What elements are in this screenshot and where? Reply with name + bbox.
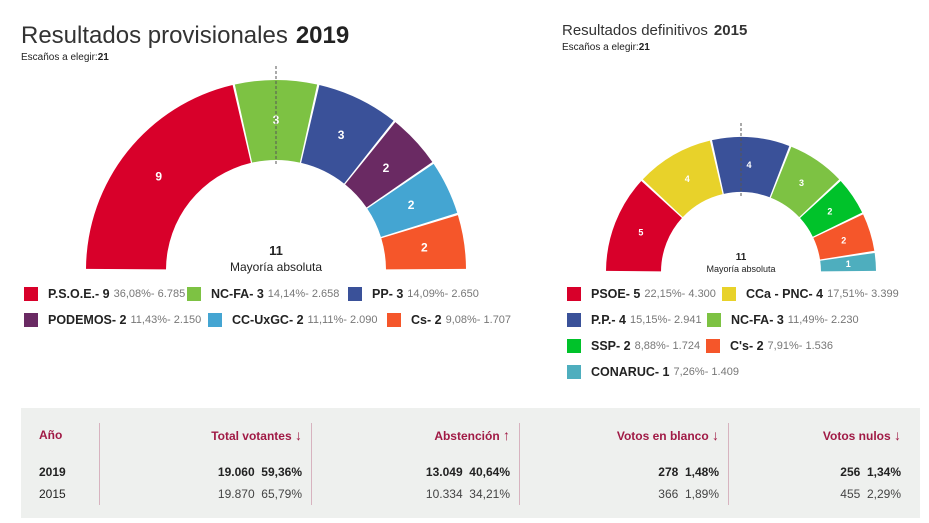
seat-label: 5 xyxy=(638,228,643,238)
cell: 19.870 65,79% xyxy=(217,487,302,501)
cell: 366 1,89% xyxy=(658,487,719,501)
left-title: Resultados provisionales 2019 xyxy=(21,22,350,49)
seat-label: 2 xyxy=(421,241,428,255)
legend-item: PP - 3 14,09%- 2.650 xyxy=(348,287,479,301)
seat-segment xyxy=(712,136,790,198)
col-abstención: Abstención ↑ 13.049 40,64% 10.334 34,21% xyxy=(312,423,520,505)
sort-arrow-icon: ↓ xyxy=(712,427,719,443)
seat-label: 3 xyxy=(799,178,804,188)
sort-arrow-icon: ↑ xyxy=(503,427,510,443)
sort-arrow-icon: ↓ xyxy=(894,427,901,443)
legend-value: 11,49%- 2.230 xyxy=(787,314,859,326)
seat-segment xyxy=(770,146,840,218)
seat-segment xyxy=(800,180,863,237)
seat-label: 4 xyxy=(685,174,690,184)
header-sort[interactable]: Votos nulos ↓ xyxy=(822,427,901,443)
seat-label: 2 xyxy=(841,235,846,245)
cell: 19.060 59,36% xyxy=(217,465,302,479)
col-total-votantes: Total votantes ↓ 19.060 59,36% 19.870 65… xyxy=(82,423,312,505)
legend-swatch xyxy=(722,287,736,301)
left-majority-number: 11 xyxy=(269,243,283,258)
legend-item: NC-FA - 3 14,14%- 2.658 xyxy=(187,287,339,301)
legend-swatch xyxy=(706,339,720,353)
seat-segment xyxy=(606,180,682,272)
seat-segment xyxy=(820,252,876,272)
seat-segment xyxy=(301,85,394,184)
legend-swatch xyxy=(348,287,362,301)
legend-value: 17,51%- 3.399 xyxy=(827,288,899,300)
legend-item: P.P. - 4 15,15%- 2.941 xyxy=(567,313,702,327)
right-majority-number: 11 xyxy=(735,252,747,263)
sort-arrow-icon: ↓ xyxy=(295,427,302,443)
header-sort[interactable]: Total votantes ↓ xyxy=(211,427,302,443)
legend-swatch xyxy=(187,287,201,301)
seat-label: 3 xyxy=(273,113,280,127)
participation-table: Año 2019 2015 Total votantes ↓ 19.060 59… xyxy=(21,408,920,518)
legend-item: CC-UxGC - 2 11,11%- 2.090 xyxy=(208,313,378,327)
right-seats: Escaños a elegir:21 xyxy=(562,42,650,53)
legend-swatch xyxy=(387,313,401,327)
legend-item: P.S.O.E. - 9 36,08%- 6.785 xyxy=(24,287,185,301)
seat-segment xyxy=(813,214,875,260)
legend-item: CONARUC - 1 7,26%- 1.409 xyxy=(567,365,739,379)
seat-label: 2 xyxy=(408,198,415,212)
cell: 2019 xyxy=(39,465,66,479)
legend-swatch xyxy=(707,313,721,327)
legend-swatch xyxy=(567,313,581,327)
legend-value: 14,14%- 2.658 xyxy=(267,288,340,300)
seat-segment xyxy=(86,85,251,270)
legend-value: 7,91%- 1.536 xyxy=(767,340,834,352)
legend-value: 22,15%- 4.300 xyxy=(644,288,716,300)
left-seats: Escaños a elegir:21 xyxy=(21,52,109,63)
legend-value: 11,11%- 2.090 xyxy=(307,314,378,326)
legend-item: C's - 2 7,91%- 1.536 xyxy=(706,339,833,353)
left-majority-label: Mayoría absoluta xyxy=(229,260,323,274)
col-votos-en-blanco: Votos en blanco ↓ 278 1,48% 366 1,89% xyxy=(519,423,729,505)
legend-value: 8,88%- 1.724 xyxy=(634,340,701,352)
header-year: Año xyxy=(39,428,63,442)
legend-item: Cs - 2 9,08%- 1.707 xyxy=(387,313,511,327)
seat-label: 2 xyxy=(383,161,390,175)
seat-segment xyxy=(642,140,723,218)
legend-item: PODEMOS - 2 11,43%- 2.150 xyxy=(24,313,201,327)
legend-swatch xyxy=(24,313,38,327)
legend-swatch xyxy=(567,287,581,301)
legend-value: 9,08%- 1.707 xyxy=(445,314,512,326)
legend-value: 36,08%- 6.785 xyxy=(113,288,186,300)
header-sort[interactable]: Votos en blanco ↓ xyxy=(616,427,719,443)
cell: 13.049 40,64% xyxy=(425,465,510,479)
legend-swatch xyxy=(24,287,38,301)
cell: 10.334 34,21% xyxy=(425,487,510,501)
seat-label: 2 xyxy=(827,206,832,216)
legend-item: CCa - PNC - 4 17,51%- 3.399 xyxy=(722,287,899,301)
cell: 455 2,29% xyxy=(840,487,901,501)
header-sort[interactable]: Abstención ↑ xyxy=(434,427,510,443)
right-title: Resultados definitivos 2015 xyxy=(562,22,748,39)
seat-segment xyxy=(367,163,458,237)
seat-label: 4 xyxy=(747,160,752,170)
col-year: Año 2019 2015 xyxy=(21,423,100,505)
legend-value: 14,09%- 2.650 xyxy=(407,288,479,300)
right-majority-label: Mayoría absoluta xyxy=(706,264,776,274)
legend-value: 15,15%- 2.941 xyxy=(630,314,702,326)
legend-item: NC-FA - 3 11,49%- 2.230 xyxy=(707,313,859,327)
legend-item: SSP - 2 8,88%- 1.724 xyxy=(567,339,700,353)
legend-swatch xyxy=(208,313,222,327)
legend-swatch xyxy=(567,365,581,379)
cell: 256 1,34% xyxy=(840,465,901,479)
legend-swatch xyxy=(567,339,581,353)
legend-item: PSOE - 5 22,15%- 4.300 xyxy=(567,287,716,301)
cell: 278 1,48% xyxy=(658,465,719,479)
seat-label: 1 xyxy=(846,259,851,269)
seat-label: 9 xyxy=(155,169,162,183)
col-votos-nulos: Votos nulos ↓ 256 1,34% 455 2,29% xyxy=(729,423,910,505)
legend-value: 11,43%- 2.150 xyxy=(130,314,202,326)
legend-value: 7,26%- 1.409 xyxy=(673,366,739,378)
seat-label: 3 xyxy=(338,128,345,142)
seat-segment xyxy=(345,122,433,208)
cell: 2015 xyxy=(39,487,66,501)
seat-segment xyxy=(381,215,466,270)
